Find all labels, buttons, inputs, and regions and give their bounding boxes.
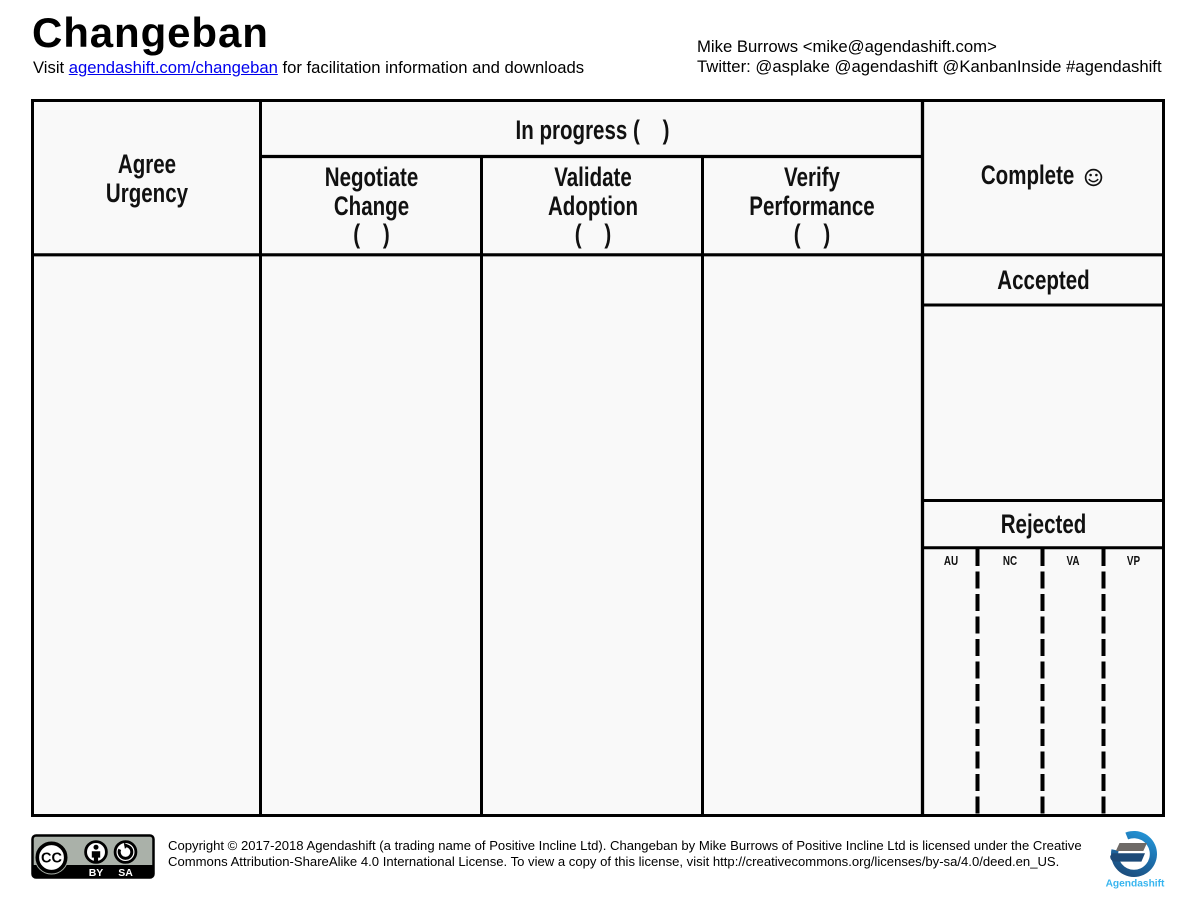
svg-text:CC: CC bbox=[41, 851, 62, 867]
svg-text:Agendashift: Agendashift bbox=[1106, 879, 1165, 890]
svg-text:SA: SA bbox=[118, 867, 133, 879]
svg-text:BY: BY bbox=[89, 867, 104, 879]
